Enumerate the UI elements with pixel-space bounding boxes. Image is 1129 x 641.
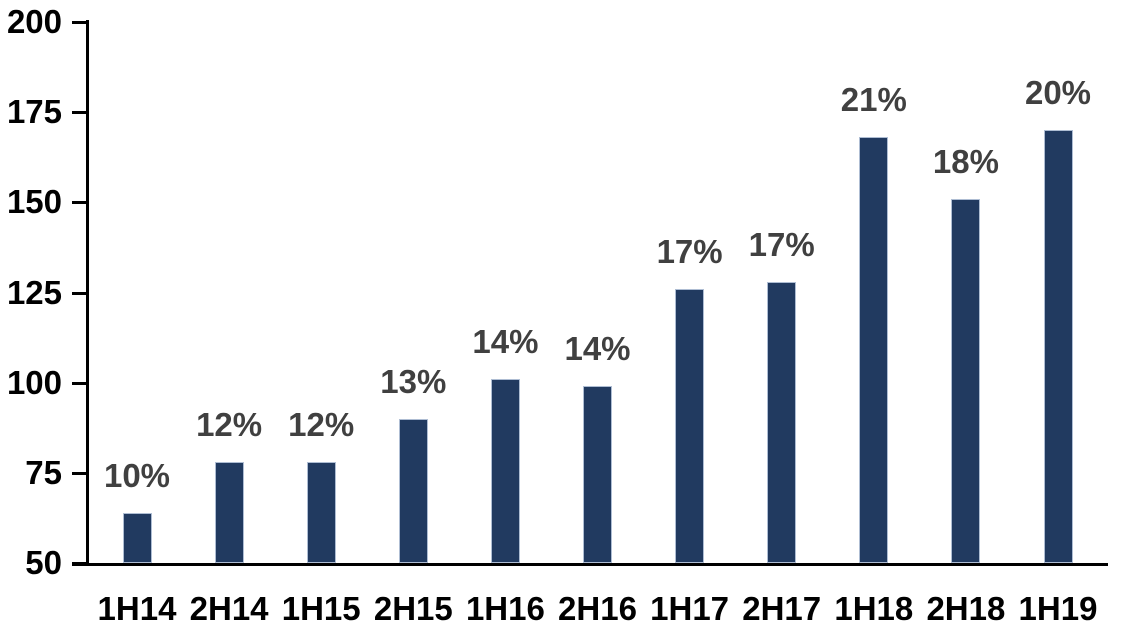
x-tick-label: 2H15 (373, 590, 453, 627)
y-axis-line (86, 20, 89, 566)
y-tick-mark (72, 291, 86, 295)
bar-1h18 (859, 137, 889, 563)
bar-value-label: 14% (472, 323, 539, 361)
bar-value-label: 20% (1024, 74, 1092, 112)
y-tick-label: 200 (6, 3, 62, 40)
bar-value-label: 18% (932, 142, 999, 180)
bar-1h15 (306, 462, 336, 563)
bar-1h19 (1043, 130, 1073, 563)
x-tick-label: 1H15 (281, 590, 361, 627)
y-tick-label: 75 (25, 453, 62, 491)
x-tick-label: 2H18 (926, 590, 1006, 627)
y-tick-mark (72, 111, 86, 115)
bar-1h17 (675, 288, 705, 563)
x-axis-line (72, 563, 1108, 566)
bar-value-label: 14% (564, 330, 631, 368)
x-tick-label: 1H18 (834, 590, 914, 627)
y-tick-label: 150 (6, 183, 62, 221)
bar-value-label: 12% (196, 406, 263, 443)
bar-value-label: 12% (288, 406, 355, 443)
bar-2h17 (767, 281, 797, 563)
y-tick-mark (72, 562, 86, 565)
y-tick-label: 175 (6, 93, 62, 131)
y-tick-mark (72, 201, 86, 205)
bar-value-label: 10% (103, 456, 171, 494)
x-tick-label: 1H17 (650, 590, 730, 627)
x-tick-label: 1H16 (465, 590, 545, 627)
x-tick-label: 1H14 (97, 590, 177, 627)
bar-2h14 (214, 462, 244, 563)
bar-1h16 (490, 379, 520, 563)
bar-2h16 (583, 386, 612, 563)
y-tick-label: 100 (6, 363, 62, 401)
y-tick-label: 125 (6, 273, 62, 311)
bar-1h14 (122, 512, 152, 563)
y-tick-mark (72, 21, 86, 24)
x-tick-label: 1H19 (1018, 590, 1098, 627)
bar-value-label: 17% (748, 225, 815, 263)
x-tick-label: 2H14 (189, 590, 269, 627)
bar-value-label: 17% (656, 232, 723, 270)
x-tick-label: 2H17 (742, 590, 822, 627)
bar-value-label: 21% (840, 81, 907, 119)
bar-2h18 (951, 198, 981, 563)
y-tick-label: 50 (25, 544, 62, 581)
y-tick-mark (72, 381, 86, 385)
y-tick-mark (72, 471, 86, 475)
bar-2h15 (398, 418, 428, 563)
bar-value-label: 13% (380, 362, 447, 400)
x-tick-label: 2H16 (558, 590, 637, 627)
